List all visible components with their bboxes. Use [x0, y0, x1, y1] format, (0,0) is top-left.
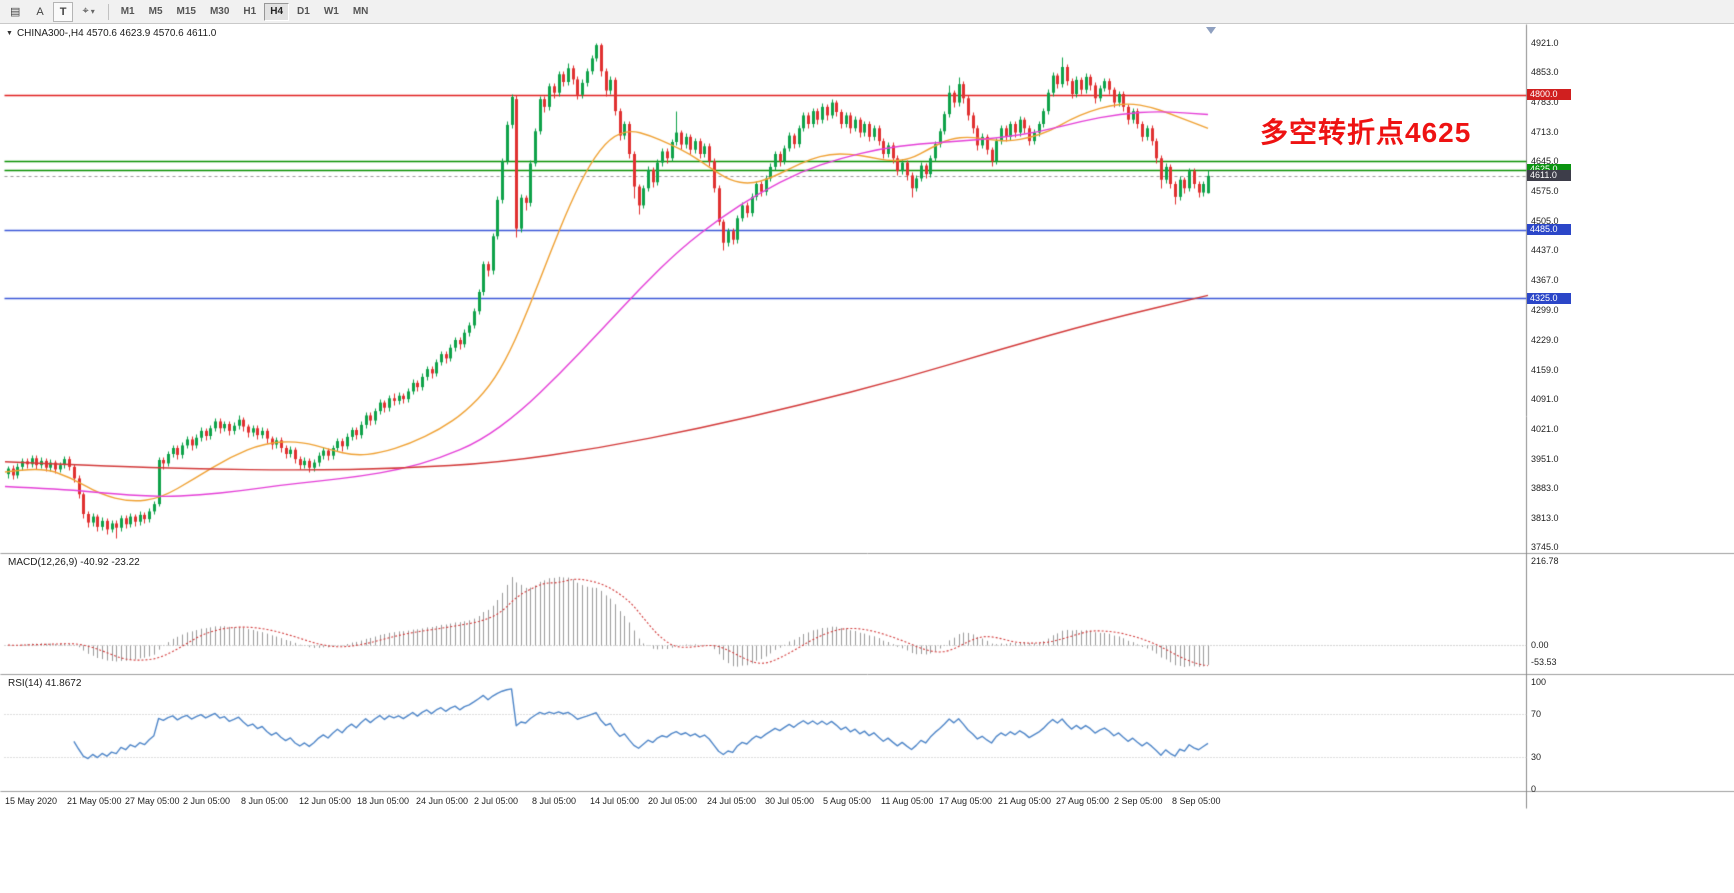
- time-tick-label: 2 Sep 05:00: [1114, 796, 1163, 806]
- chevron-down-icon: ▾: [90, 7, 95, 16]
- collapse-triangle-icon[interactable]: ▼: [6, 30, 13, 37]
- price-tick-label: 4367.0: [1531, 275, 1559, 286]
- price-tick-label: 4853.0: [1531, 67, 1559, 78]
- template-button[interactable]: T: [52, 1, 74, 22]
- price-tick-label: 3883.0: [1531, 482, 1559, 493]
- time-tick-label: 21 May 05:00: [67, 796, 122, 806]
- time-tick-label: 5 Aug 05:00: [823, 796, 872, 806]
- template-icon: T: [59, 5, 67, 18]
- rsi-scale-label: 70: [1531, 709, 1542, 720]
- chart-list-button[interactable]: ▤: [3, 2, 27, 22]
- macd-indicator-label: MACD(12,26,9) -40.92 -23.22: [8, 557, 140, 568]
- crosshair-icon: ⌖: [82, 5, 89, 17]
- time-tick-label: 8 Sep 05:00: [1172, 796, 1221, 806]
- timeframe-m15-button[interactable]: M15: [171, 3, 202, 21]
- timeframe-h4-button[interactable]: H4: [264, 2, 290, 21]
- chart-list-icon: ▤: [10, 6, 21, 18]
- time-tick-label: 8 Jun 05:00: [241, 796, 289, 806]
- symbol-ohlc-line: ▼ CHINA300-,H4 4570.6 4623.9 4570.6 4611…: [6, 28, 216, 39]
- timeframe-h1-button[interactable]: H1: [237, 3, 262, 21]
- price-tick-label: 4713.0: [1531, 127, 1559, 138]
- price-tick-label: 4021.0: [1531, 423, 1559, 434]
- price-tick-label: 4299.0: [1531, 304, 1559, 315]
- timeframe-d1-button[interactable]: D1: [291, 3, 316, 21]
- symbol-ohlc-label: CHINA300-,H4 4570.6 4623.9 4570.6 4611.0: [16, 28, 217, 39]
- timeframe-m30-button[interactable]: M30: [204, 3, 235, 21]
- price-axis[interactable]: 4921.0 4853.0 4783.0 4713.0 4645.0 4575.0 4505…: [1527, 24, 1607, 808]
- rsi-scale-label: 100: [1531, 677, 1547, 687]
- time-tick-label: 2 Jun 05:00: [183, 796, 231, 806]
- price-level-badge: 4325.0: [1527, 292, 1571, 304]
- price-tick-label: 4091.0: [1531, 393, 1559, 404]
- macd-scale-label: 216.78: [1531, 556, 1559, 566]
- price-tick-label: 4229.0: [1531, 334, 1559, 345]
- price-tick-label: 4505.0: [1531, 216, 1559, 227]
- current-price-badge: 4611.0: [1527, 170, 1571, 182]
- rsi-scale-label: 30: [1531, 751, 1542, 762]
- rsi-indicator-label: RSI(14) 41.8672: [8, 678, 82, 689]
- price-level-badge: 4625.0: [1527, 164, 1571, 176]
- price-level-badge: 4800.0: [1527, 89, 1571, 101]
- time-tick-label: 27 Aug 05:00: [1056, 796, 1110, 806]
- price-tick-label: 4575.0: [1531, 186, 1559, 197]
- timeframe-w1-button[interactable]: W1: [318, 3, 345, 21]
- price-tick-label: 4645.0: [1531, 156, 1559, 167]
- macd-scale-label: -53.53: [1531, 657, 1557, 667]
- rsi-scale-label: 0: [1531, 784, 1537, 794]
- toolbar-separator: [107, 3, 109, 20]
- time-tick-label: 8 Jul 05:00: [532, 796, 577, 806]
- price-level-badge: 4485.0: [1527, 224, 1571, 236]
- price-tick-label: 3745.0: [1531, 542, 1559, 552]
- price-tick-label: 4437.0: [1531, 245, 1559, 256]
- time-tick-label: 17 Aug 05:00: [939, 796, 993, 806]
- timeframe-m5-button[interactable]: M5: [143, 3, 169, 21]
- time-tick-label: 2 Jul 05:00: [474, 796, 519, 806]
- time-tick-label: 20 Jul 05:00: [648, 796, 698, 806]
- time-tick-label: 12 Jun 05:00: [299, 796, 352, 806]
- price-tick-label: 3951.0: [1531, 453, 1559, 464]
- time-tick-label: 11 Aug 05:00: [881, 796, 934, 806]
- time-tick-label: 24 Jul 05:00: [707, 796, 757, 806]
- text-annotate-button[interactable]: A: [29, 2, 50, 22]
- time-tick-label: 15 May 2020: [5, 796, 58, 806]
- crosshair-tool-button[interactable]: ⌖ ▾: [75, 2, 101, 22]
- time-tick-label: 18 Jun 05:00: [357, 796, 410, 806]
- timeframe-mn-button[interactable]: MN: [347, 3, 375, 21]
- price-tick-label: 4159.0: [1531, 364, 1559, 375]
- chart-shift-marker-icon[interactable]: [1206, 27, 1216, 34]
- time-axis[interactable]: 15 May 2020 21 May 05:00 27 May 05:00 2 Jun…: [0, 794, 1734, 808]
- time-tick-label: 30 Jul 05:00: [765, 796, 815, 806]
- text-annotate-icon: A: [36, 5, 44, 18]
- timeframe-m1-button[interactable]: M1: [115, 3, 141, 21]
- price-tick-label: 4921.0: [1531, 38, 1559, 48]
- time-tick-label: 27 May 05:00: [125, 796, 180, 806]
- toolbar: ▤ A T ⌖ ▾ M1 M5 M15 M30 H1 H4 D1 W1 MN: [0, 0, 1734, 24]
- time-tick-label: 24 Jun 05:00: [416, 796, 469, 806]
- price-tick-label: 3813.0: [1531, 512, 1559, 523]
- time-tick-label: 14 Jul 05:00: [590, 796, 640, 806]
- chart-annotation-text[interactable]: 多空转折点4625: [1260, 117, 1472, 148]
- macd-scale-label: 0.00: [1531, 640, 1549, 650]
- time-tick-label: 21 Aug 05:00: [998, 796, 1052, 806]
- price-tick-label: 4783.0: [1531, 97, 1559, 108]
